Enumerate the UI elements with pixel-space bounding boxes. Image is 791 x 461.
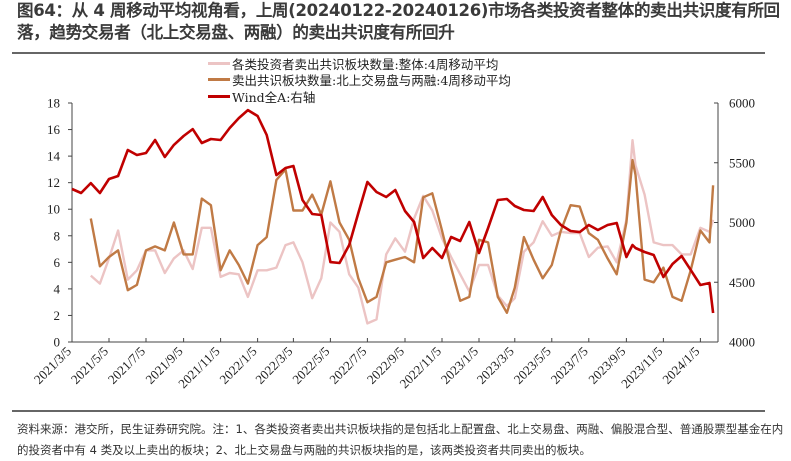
x-axis-tick-label: 2023/5/5 (511, 344, 554, 387)
left-axis-tick-label: 16 (47, 122, 61, 137)
legend-swatch-overall (208, 61, 230, 65)
left-axis-tick-label: 18 (47, 96, 60, 111)
x-axis-tick-label: 2022/1/5 (216, 344, 259, 387)
left-axis-tick-label: 0 (54, 335, 61, 350)
legend: 各类投资者卖出共识板块数量:整体:4周移动平均 卖出共识板块数量:北上交易盘与两… (208, 55, 511, 105)
x-axis-tick-label: 2021/3/5 (31, 344, 74, 387)
left-axis-tick-label: 10 (47, 202, 60, 217)
legend-item-wind-a: Wind全A:右轴 (208, 88, 511, 105)
wind-all-a-line (71, 108, 715, 314)
legend-item-northbound-margin: 卖出共识板块数量:北上交易盘与两融:4周移动平均 (208, 72, 511, 89)
x-axis-tick-label: 2023/1/5 (438, 344, 481, 387)
x-axis-tick-label: 2022/7/5 (326, 344, 369, 387)
right-axis-tick-label: 4000 (729, 335, 755, 350)
x-axis-tick-label: 2021/11/5 (175, 344, 223, 392)
right-axis-tick-label: 5500 (729, 155, 755, 170)
legend-item-overall: 各类投资者卖出共识板块数量:整体:4周移动平均 (208, 55, 511, 72)
x-axis-tick-label: 2021/7/5 (105, 344, 148, 387)
left-axis-tick-label: 6 (54, 255, 61, 270)
left-axis-tick-label: 8 (54, 228, 61, 243)
x-axis-tick-label: 2024/1/5 (659, 344, 702, 387)
title-divider (12, 52, 765, 54)
x-axis-tick-label: 2023/3/5 (474, 344, 517, 387)
figure-title: 图64：从 4 周移动平均视角看，上周(20240122-20240126)市场… (17, 1, 780, 42)
x-axis-tick-label: 2021/5/5 (68, 344, 111, 387)
x-axis-tick-label: 2022/3/5 (252, 344, 295, 387)
northbound-margin-consensus-line (89, 158, 715, 314)
left-axis-tick-label: 2 (54, 308, 61, 323)
x-axis-tick-label: 2023/7/5 (548, 344, 591, 387)
legend-swatch-northbound-margin (208, 78, 230, 82)
right-axis-tick-label: 5000 (729, 215, 755, 230)
legend-swatch-wind-a (208, 94, 230, 98)
legend-label-overall: 各类投资者卖出共识板块数量:整体:4周移动平均 (232, 56, 499, 72)
x-axis-tick-label: 2022/11/5 (397, 344, 445, 392)
legend-label-northbound-margin: 卖出共识板块数量:北上交易盘与两融:4周移动平均 (232, 73, 511, 89)
legend-label-wind-a: Wind全A:右轴 (232, 89, 316, 105)
right-axis-tick-label: 4500 (729, 275, 755, 290)
right-axis-tick-label: 6000 (729, 96, 755, 111)
x-axis-tick-label: 2023/11/5 (618, 344, 666, 392)
footnote-divider (12, 410, 765, 412)
left-axis-tick-label: 4 (54, 281, 61, 296)
x-axis-tick-label: 2022/5/5 (289, 344, 332, 387)
footnote: 资料来源：港交所，民生证券研究院。注：1、各类投资者卖出共识板块指的是包括北上配… (17, 422, 784, 457)
left-axis-tick-label: 14 (47, 149, 61, 164)
left-axis-tick-label: 12 (47, 175, 60, 190)
